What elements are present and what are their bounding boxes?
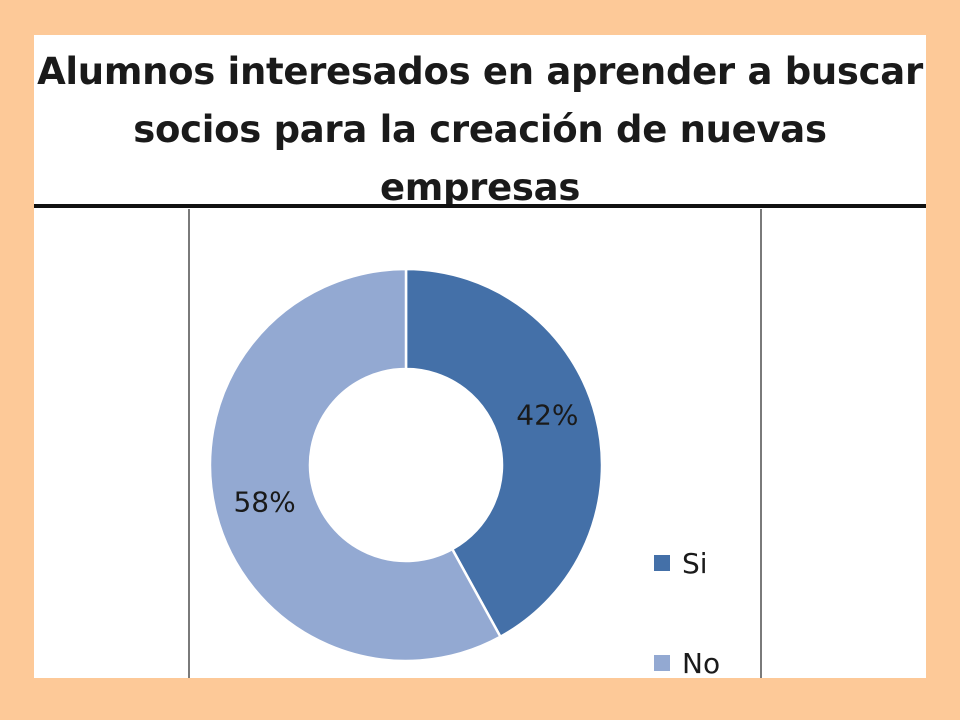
legend-label-no: No xyxy=(682,647,720,678)
legend-swatch-no xyxy=(654,655,670,671)
chart-title: Alumnos interesados en aprender a buscar… xyxy=(34,43,926,217)
legend-label-si: Si xyxy=(682,547,708,580)
donut-slice-si xyxy=(404,267,604,639)
donut-chart: 42% 58% Si No xyxy=(208,267,720,678)
legend-swatch-si xyxy=(654,555,670,571)
slide: Alumnos interesados en aprender a buscar… xyxy=(34,35,926,678)
chart-title-line-2: socios para la creación de nuevas empres… xyxy=(133,108,827,209)
title-divider xyxy=(34,204,926,208)
donut-slice-no xyxy=(208,267,503,663)
data-label-no: 58% xyxy=(233,485,295,518)
chart-area: 42% 58% Si No xyxy=(188,209,762,678)
data-label-si: 42% xyxy=(516,399,578,432)
chart-title-line-1: Alumnos interesados en aprender a buscar xyxy=(37,50,923,93)
